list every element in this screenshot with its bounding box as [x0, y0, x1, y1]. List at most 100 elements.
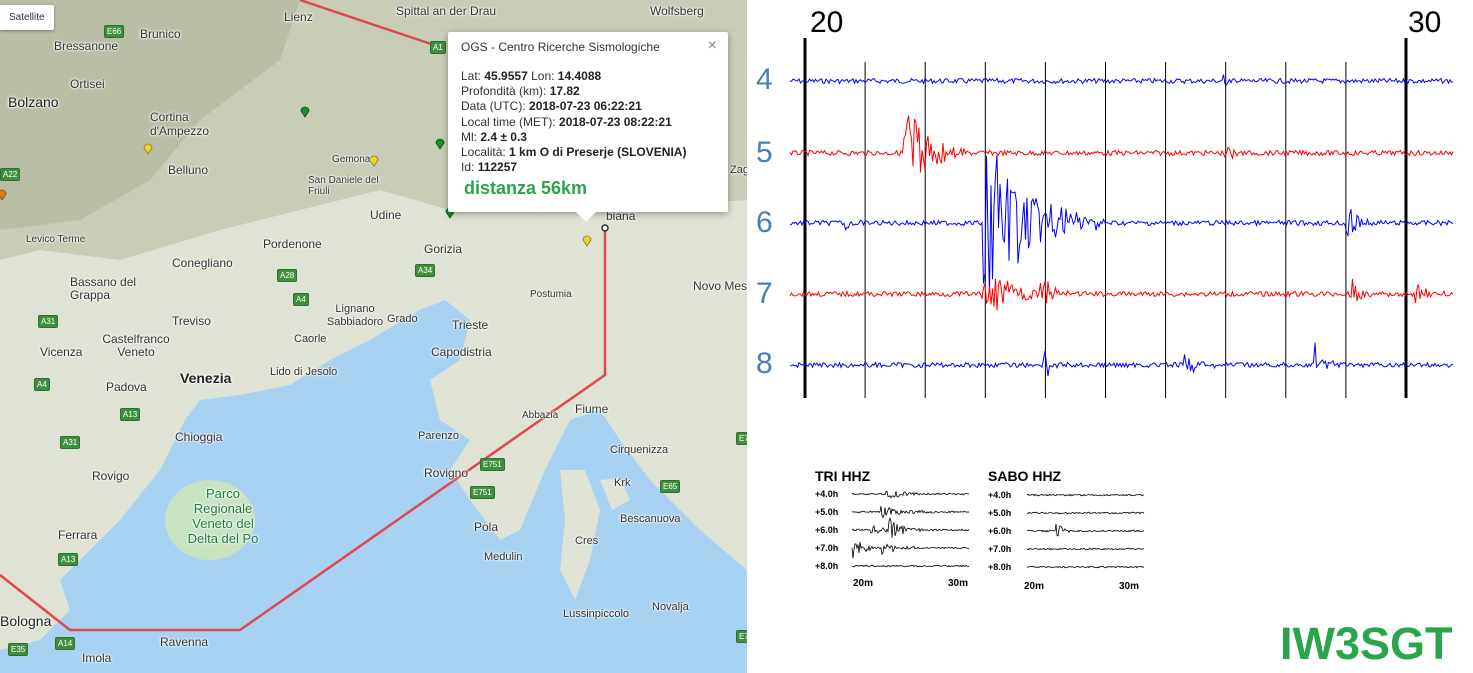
place-label: Gorizia	[424, 242, 463, 256]
place-label: Cirquenizza	[610, 444, 669, 456]
mini-trace	[851, 541, 970, 559]
place-label: Bassano del Grappa	[70, 275, 137, 302]
mini-row-label: +7.0h	[815, 543, 839, 553]
local-time-label: Local time (MET):	[461, 114, 556, 129]
place-label: Bologna	[0, 613, 52, 629]
place-label: Bressanone	[54, 39, 119, 53]
hour-label: 5	[756, 136, 773, 169]
seismic-trace	[789, 115, 1454, 173]
road-badge: A31	[38, 315, 59, 328]
road-badge: E65	[660, 480, 681, 493]
map-panel[interactable]: Satellite Lienz Spittal an der Drau Wolf…	[0, 0, 747, 673]
mini-x-label: 30m	[948, 578, 969, 589]
minute-label: 30	[1408, 6, 1442, 39]
place-label: Padova	[106, 380, 147, 394]
place-label: Lido di Jesolo	[270, 366, 338, 378]
road-badge: E751	[480, 458, 505, 471]
park-label: Parco Regionale Veneto del Delta del Po	[187, 486, 259, 546]
place-label: Belluno	[168, 163, 209, 177]
mini-trace	[851, 506, 970, 519]
road-badge: A4	[34, 378, 50, 391]
place-label: Pordenone	[263, 237, 322, 251]
mini-x-label: 20m	[1024, 581, 1045, 592]
mini-row-label: +5.0h	[988, 508, 1012, 518]
mini-row-label: +7.0h	[988, 544, 1012, 554]
road-badge: A31	[60, 436, 81, 449]
place-label: Zag	[730, 164, 747, 176]
location-label: Località:	[461, 145, 506, 160]
place-label: Lienz	[284, 10, 313, 24]
mini-x-label: 30m	[1119, 581, 1140, 592]
mini-trace	[852, 564, 970, 568]
place-label: Brunico	[140, 27, 181, 41]
mini-trace	[1026, 511, 1145, 515]
depth-value: 17.82	[549, 84, 580, 99]
seismic-trace	[789, 278, 1454, 311]
place-label: Castelfranco Veneto	[102, 332, 170, 359]
distance-label: distanza 56km	[464, 178, 588, 198]
hour-label: 4	[756, 63, 773, 96]
id-label: Id:	[461, 160, 475, 175]
place-label: Medulin	[484, 551, 523, 563]
road-badge: A13	[58, 553, 79, 566]
mini-row-label: +8.0h	[815, 561, 839, 571]
place-label: Grado	[387, 313, 418, 325]
place-label: biana	[606, 209, 636, 223]
callsign-label: IW3SGT	[1280, 618, 1453, 669]
road-badge: A28	[277, 269, 298, 282]
seismogram-panel	[789, 38, 1454, 569]
place-label: Rovigo	[92, 469, 130, 483]
mini-trace	[1026, 547, 1145, 551]
mini-row-label: +6.0h	[988, 526, 1012, 536]
place-label: Fiume	[575, 402, 609, 416]
seismic-trace	[789, 154, 1454, 294]
place-label: Gemona	[332, 154, 371, 165]
lon-label: Lon:	[531, 69, 555, 83]
road-badge: E66	[104, 25, 125, 38]
place-label: Conegliano	[172, 256, 233, 270]
mini-row-label: +8.0h	[988, 562, 1012, 572]
place-label: Wolfsberg	[650, 4, 704, 18]
utc-label: Data (UTC):	[461, 99, 526, 114]
place-label: Lussinpiccolo	[563, 608, 630, 620]
road-badge: E35	[8, 643, 29, 656]
popup-title: OGS - Centro Ricerche Sismologiche	[461, 40, 660, 54]
place-label: Parenzo	[418, 430, 459, 442]
road-badge: A13	[120, 408, 141, 421]
lat-label: Lat:	[461, 69, 482, 83]
earthquake-info-popup: OGS - Centro Ricerche Sismologiche × Lat…	[448, 32, 728, 222]
place-label: Ortisei	[70, 77, 105, 91]
id-value: 112257	[477, 160, 518, 175]
hour-label: 6	[756, 206, 773, 239]
seismic-trace	[789, 74, 1454, 86]
mini-trace	[1026, 523, 1145, 537]
utc-value: 2018-07-23 06:22:21	[529, 99, 642, 114]
mini-row-label: +6.0h	[815, 525, 839, 535]
local-time-value: 2018-07-23 08:22:21	[559, 114, 672, 129]
place-label: Trieste	[452, 318, 489, 332]
magnitude-value: 2.4 ± 0.3	[480, 129, 527, 144]
depth-label: Profondità (km):	[461, 84, 547, 99]
place-label: Lignano Sabbiadoro	[326, 303, 384, 328]
place-label: Novalja	[652, 601, 689, 613]
mini-trace	[851, 516, 970, 538]
mini-plot-title: SABO HHZ	[988, 468, 1062, 484]
mini-row-label: +4.0h	[815, 489, 839, 499]
place-label: Spittal an der Drau	[396, 4, 497, 18]
satellite-button[interactable]: Satellite	[0, 5, 54, 30]
close-icon[interactable]: ×	[707, 37, 717, 54]
hour-label: 8	[756, 347, 773, 380]
place-label: Krk	[614, 477, 631, 489]
road-badge: A14	[55, 637, 76, 650]
place-label: Levico Terme	[26, 234, 86, 245]
place-label: Cres	[575, 535, 599, 547]
mini-x-label: 20m	[853, 578, 874, 589]
place-label: Capodistria	[431, 345, 492, 359]
place-label: San Daniele del Friuli	[308, 175, 379, 197]
mini-row-label: +5.0h	[815, 507, 839, 517]
mini-trace	[1026, 565, 1145, 569]
mini-plot-title: TRI HHZ	[815, 468, 871, 484]
place-label: Abbazia	[522, 410, 559, 421]
road-badge: E7	[736, 432, 747, 445]
popup-details: Lat: 45.9557 Lon: 14.4088 Profondità (km…	[461, 69, 686, 175]
